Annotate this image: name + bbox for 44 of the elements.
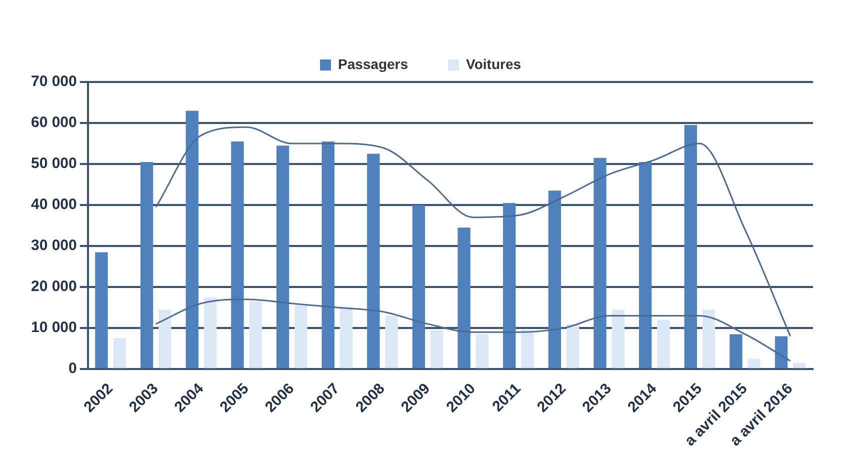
bar: [730, 334, 742, 368]
bar: [249, 301, 262, 368]
bar: [566, 324, 580, 368]
bar: [638, 162, 652, 368]
bar: [548, 190, 562, 368]
bar: [702, 310, 716, 368]
bar: [95, 252, 108, 368]
y-tick-label: 30 000: [30, 237, 77, 254]
y-tick-label: 10 000: [30, 319, 77, 336]
bar: [276, 146, 290, 368]
legend-label: Voitures: [466, 56, 522, 72]
bar: [612, 310, 624, 368]
bar: [458, 228, 470, 368]
line-series: [155, 298, 792, 362]
bar: [340, 308, 353, 368]
y-tick-label: 0: [68, 360, 77, 378]
bar: [140, 162, 154, 368]
bar: [476, 334, 489, 368]
bar: [204, 297, 217, 368]
y-tick-label: 60 000: [30, 114, 77, 132]
bar: [385, 316, 398, 368]
y-tick-label: 40 000: [30, 196, 77, 214]
bar: [594, 158, 606, 368]
bar: [412, 205, 426, 368]
bar: [113, 338, 126, 368]
bar: [186, 110, 198, 368]
bar: [294, 306, 308, 368]
bar: [430, 330, 444, 368]
bar: [793, 362, 806, 368]
bar: [231, 141, 244, 368]
line-series: [155, 126, 792, 338]
bar: [503, 202, 516, 368]
bar: [774, 336, 788, 368]
bar: [684, 125, 697, 368]
y-tick-label: 70 000: [30, 73, 77, 90]
legend-label: Passagers: [338, 56, 408, 72]
bar: [322, 141, 334, 368]
bar: [657, 320, 670, 368]
bar: [748, 358, 760, 368]
y-tick-label: 50 000: [30, 155, 77, 172]
bar: [521, 330, 534, 368]
bar: [158, 310, 172, 368]
y-tick-label: 20 000: [30, 278, 77, 296]
bar: [367, 154, 380, 368]
